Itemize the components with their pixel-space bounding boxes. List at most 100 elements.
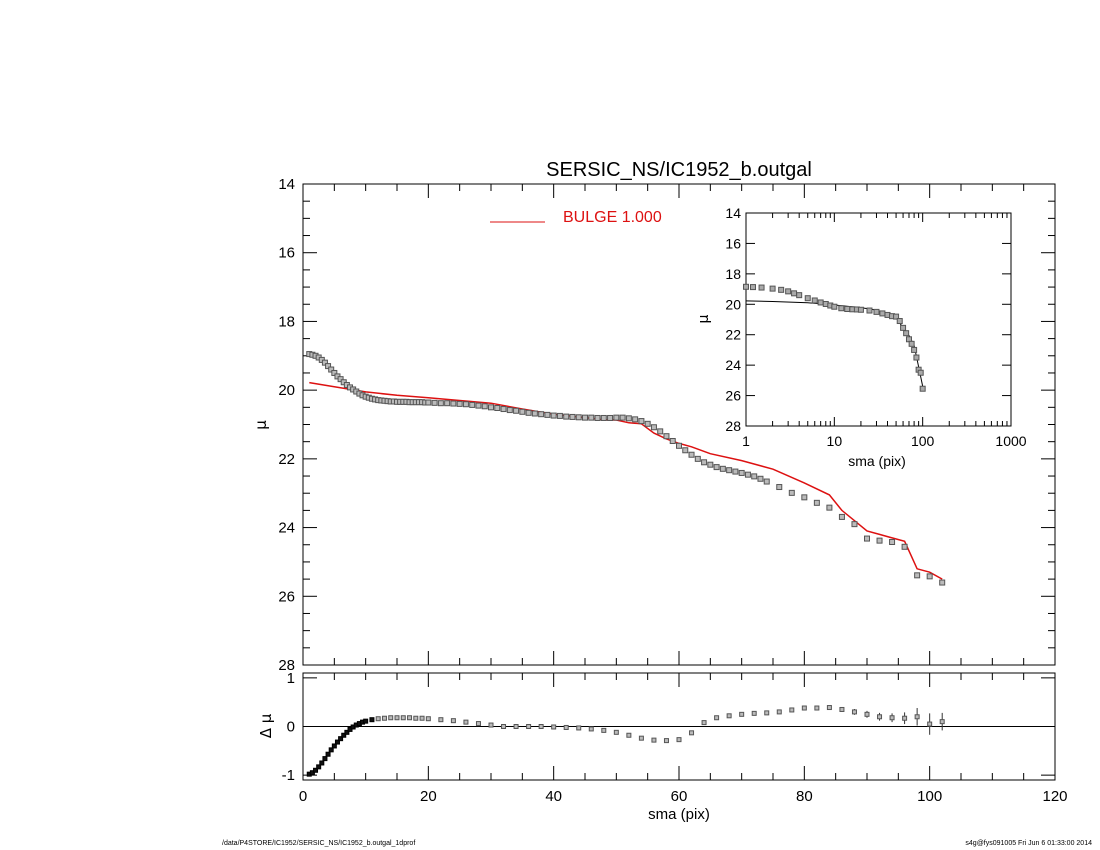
- residual-point: [513, 724, 519, 729]
- x-axis-label: sma (pix): [648, 806, 710, 823]
- data-point: [851, 521, 858, 528]
- residual-point: [801, 705, 807, 711]
- x-tick-label: 20: [420, 788, 437, 805]
- residual-point: [563, 724, 569, 730]
- residual-point: [889, 715, 895, 721]
- x-tick-label: 40: [545, 788, 562, 805]
- residual-point: [751, 710, 757, 716]
- inset-x-tick-label: 10: [827, 433, 843, 449]
- data-point: [481, 403, 488, 410]
- residual-point: [551, 724, 557, 730]
- residual-point: [689, 730, 695, 736]
- inset-x-tick-label: 1000: [995, 433, 1026, 449]
- data-point: [544, 411, 551, 418]
- data-point: [619, 414, 626, 421]
- residual-point: [313, 767, 319, 773]
- main-y-tick-label: 18: [278, 313, 295, 330]
- residual-point: [576, 725, 582, 731]
- data-point: [939, 579, 946, 586]
- residual-point: [394, 715, 400, 721]
- data-point: [513, 407, 520, 414]
- data-point: [719, 465, 726, 472]
- data-point: [914, 572, 921, 579]
- inset-y-tick-label: 22: [725, 327, 741, 343]
- residual-point: [400, 715, 406, 721]
- inset-data-point: [838, 305, 845, 312]
- data-point: [788, 489, 795, 496]
- main-y-tick-label: 20: [278, 382, 295, 399]
- residual-points-group: [306, 705, 945, 777]
- residual-point: [363, 718, 369, 724]
- data-point: [732, 468, 739, 475]
- residual-point: [425, 716, 431, 722]
- residual-point: [877, 714, 883, 720]
- residual-point: [388, 715, 394, 721]
- data-point: [813, 499, 820, 506]
- inset-y-tick-label: 20: [725, 296, 741, 312]
- data-point: [556, 412, 563, 419]
- inset-log-panel: 14 16 18 20 22 24 26 281 10 100 1000 μ sma (pix): [696, 205, 1027, 469]
- data-point: [657, 428, 664, 435]
- residual-point: [419, 715, 425, 721]
- residual-point: [450, 718, 456, 724]
- data-point: [469, 401, 476, 408]
- inset-x-axis-label: sma (pix): [848, 453, 906, 469]
- data-point: [582, 414, 588, 421]
- residual-point: [714, 715, 720, 721]
- inset-data-point: [749, 284, 756, 291]
- data-point: [751, 473, 758, 480]
- data-point: [901, 543, 908, 550]
- footer-timestamp: s4g@fys091005 Fri Jun 6 01:33:00 2014: [965, 840, 1092, 847]
- residual-point: [438, 717, 444, 723]
- data-point: [325, 363, 332, 370]
- data-point: [531, 410, 538, 417]
- residual-point: [344, 729, 350, 735]
- data-point: [337, 376, 344, 383]
- inset-y-tick-label: 14: [725, 205, 741, 221]
- data-point: [575, 414, 582, 421]
- data-point: [594, 414, 601, 421]
- inset-data-point: [900, 324, 907, 331]
- residual-point: [864, 711, 870, 717]
- main-profile-panel: 14 16 18 20 22 24 26 28 μ BULGE 1.000: [252, 176, 1056, 674]
- data-point: [519, 408, 526, 415]
- residual-point: [902, 715, 908, 721]
- residual-point: [814, 705, 820, 711]
- residual-point: [475, 721, 481, 727]
- data-point: [738, 469, 745, 476]
- main-y-tick-label: 28: [278, 657, 295, 674]
- data-point: [744, 471, 751, 478]
- residual-point: [826, 705, 832, 711]
- residual-point: [325, 751, 331, 757]
- residual-point: [613, 729, 619, 735]
- residual-point: [914, 714, 920, 720]
- inset-data-point: [913, 354, 920, 361]
- inset-y-tick-label: 24: [725, 357, 741, 373]
- main-y-tick-label: 22: [278, 451, 295, 468]
- x-tick-label: 60: [671, 788, 688, 805]
- inset-data-point: [817, 299, 824, 306]
- inset-data-point: [785, 288, 792, 295]
- residual-point: [726, 713, 732, 719]
- residual-point: [369, 717, 375, 723]
- data-point: [889, 539, 896, 546]
- data-point: [456, 400, 463, 407]
- residual-y-tick-label: 0: [287, 719, 295, 736]
- data-point: [669, 437, 676, 444]
- residual-point: [381, 715, 387, 721]
- data-point: [826, 504, 833, 511]
- inset-data-point: [791, 290, 798, 297]
- data-point: [763, 478, 770, 485]
- residual-point: [407, 715, 413, 721]
- residual-point: [663, 738, 669, 744]
- residual-point: [538, 724, 544, 729]
- data-point: [488, 404, 494, 411]
- residual-point: [588, 726, 594, 732]
- footer-file-path: /data/P4STORE/IC1952/SERSIC_NS/IC1952_b.…: [222, 840, 416, 847]
- inset-data-point: [917, 369, 924, 376]
- inset-y-tick-label: 18: [725, 266, 741, 282]
- data-point: [776, 484, 783, 491]
- data-point: [688, 451, 695, 458]
